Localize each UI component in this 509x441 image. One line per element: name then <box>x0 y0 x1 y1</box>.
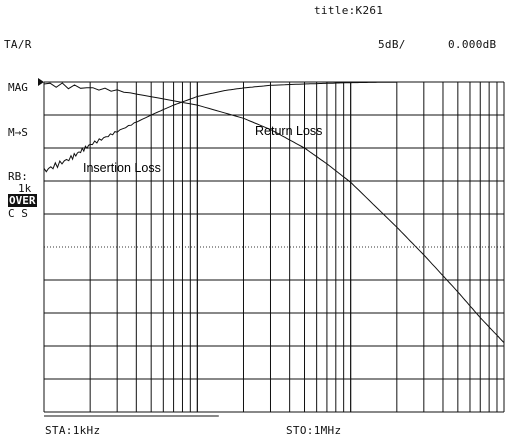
stop-frequency: STO:1MHz <box>286 424 342 437</box>
annotation-return-loss: Return Loss <box>255 124 322 138</box>
trace-title: title:K261 <box>314 4 384 17</box>
trace-insertion-loss <box>43 81 397 173</box>
cs-label: C S <box>8 207 28 220</box>
over-badge: OVER <box>8 194 37 207</box>
scale-per-div: 5dB/ <box>378 38 406 51</box>
trace-return-loss <box>43 82 505 344</box>
grid <box>43 81 505 417</box>
start-frequency: STA:1kHz <box>45 424 101 437</box>
channel-label: TA/R <box>4 38 32 51</box>
rbw-label: RB: <box>8 170 28 183</box>
mode-label: M→S <box>8 126 28 139</box>
reference-level: 0.000dB <box>448 38 497 51</box>
format-label: MAG <box>8 81 28 94</box>
rbw-value: 1k <box>18 182 32 195</box>
annotation-insertion-loss: Insertion Loss <box>83 161 161 175</box>
reference-marker <box>38 78 44 86</box>
traces <box>38 78 505 344</box>
